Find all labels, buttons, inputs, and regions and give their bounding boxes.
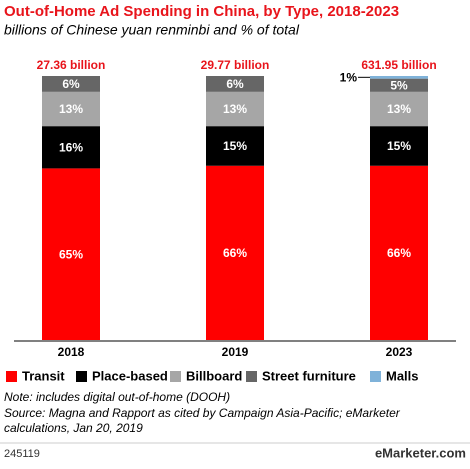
value-label: 66% (223, 246, 247, 260)
bar-segment (370, 78, 428, 92)
legend-label: Place-based (92, 368, 168, 383)
bar-segment (370, 126, 428, 166)
x-tick-label: 2023 (386, 345, 413, 359)
legend-swatch (6, 371, 17, 382)
value-label: 16% (59, 140, 83, 154)
bar-segment (206, 91, 264, 127)
legend-label: Transit (22, 368, 65, 383)
source: Source: Magna and Rapport as cited by Ca… (4, 406, 401, 420)
total-label: 29.77 billion (201, 58, 270, 72)
value-label: 6% (62, 77, 80, 91)
legend-swatch (370, 371, 381, 382)
bar-segment (206, 165, 264, 340)
value-label: 13% (223, 102, 247, 116)
bar-segment (42, 91, 100, 127)
value-label: 13% (59, 102, 83, 116)
x-tick-label: 2019 (222, 345, 249, 359)
bar-segment (42, 168, 100, 340)
value-label: 6% (226, 77, 244, 91)
legend-label: Malls (386, 368, 419, 383)
x-tick-label: 2018 (58, 345, 85, 359)
legend-label: Billboard (186, 368, 242, 383)
legend-swatch (246, 371, 257, 382)
value-label: 13% (387, 102, 411, 116)
total-label: 27.36 billion (37, 58, 106, 72)
source: calculations, Jan 20, 2019 (4, 421, 143, 435)
chart-subtitle: billions of Chinese yuan renminbi and % … (4, 22, 300, 38)
legend-swatch (170, 371, 181, 382)
bar-segment (42, 76, 100, 92)
value-label: 5% (390, 78, 408, 92)
bar-segment (206, 76, 264, 92)
bar-segment (370, 76, 428, 79)
value-label: 15% (387, 139, 411, 153)
legend-label: Street furniture (262, 368, 356, 383)
chart-id: 245119 (4, 448, 40, 460)
legend-swatch (76, 371, 87, 382)
brand: eMarketer.com (375, 445, 466, 460)
value-label: 65% (59, 247, 83, 261)
note: Note: includes digital out-of-home (DOOH… (4, 390, 230, 404)
bar-segment (206, 126, 264, 166)
value-label: 66% (387, 246, 411, 260)
bar-segment (42, 126, 100, 169)
value-label: 1% (340, 70, 358, 84)
bar-segment (370, 165, 428, 340)
bar-segment (370, 91, 428, 127)
chart-title: Out-of-Home Ad Spending in China, by Typ… (4, 3, 399, 20)
value-label: 15% (223, 139, 247, 153)
total-label: 631.95 billion (361, 58, 436, 72)
